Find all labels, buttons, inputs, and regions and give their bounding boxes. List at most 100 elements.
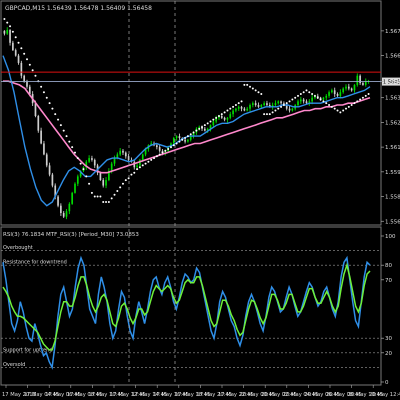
bear-candle (333, 90, 336, 95)
time-axis-label: 17 May 16:45 (153, 392, 189, 398)
rsi-axis: 100 80 70 30 20 0 (381, 234, 396, 386)
bear-candle (178, 136, 181, 138)
psar-dot (277, 107, 280, 110)
psar-dot (189, 133, 192, 136)
bull-candle (189, 136, 192, 140)
bear-candle (60, 205, 62, 214)
psar-dot (17, 41, 20, 44)
psar-dot (169, 146, 172, 149)
psar-dot (90, 191, 93, 194)
bull-candle (356, 75, 359, 85)
bear-candle (359, 75, 361, 84)
psar-dot (322, 100, 325, 103)
rsi-axis-label: 70 (385, 278, 392, 284)
bull-candle (215, 117, 217, 122)
price-axis-label: 1.55830 (385, 195, 400, 201)
time-axis-label: 20 May 00:45 (240, 392, 276, 398)
bear-candle (40, 130, 42, 144)
psar-dot (40, 85, 43, 88)
rsi-axis-label: 80 (385, 263, 392, 269)
time-axis-label: 20 May 06:45 (304, 392, 340, 398)
psar-dot (147, 160, 150, 163)
psar-dot (249, 85, 252, 88)
psar-dot (164, 149, 167, 152)
psar-dot (158, 153, 161, 156)
bull-candle (331, 90, 333, 93)
psar-dot (251, 87, 254, 90)
psar-dot (234, 104, 237, 107)
bull-candle (291, 108, 294, 111)
bull-candle (249, 105, 251, 109)
psar-dot (175, 142, 178, 145)
psar-dot (243, 83, 246, 86)
pink-moving-average (3, 80, 371, 174)
psar-dot (133, 171, 136, 174)
bear-candle (62, 213, 65, 217)
bear-candle (285, 105, 288, 109)
bull-candle (187, 139, 189, 142)
bull-candle (175, 136, 178, 138)
bull-candle (209, 125, 212, 129)
bear-candle (17, 55, 20, 63)
psar-dot (31, 69, 34, 72)
time-axis-label: 17 May 18:45 (175, 392, 211, 398)
bull-candle (116, 154, 119, 159)
price-level-lines: 1.56458 (1, 71, 400, 86)
psar-dot (336, 109, 339, 112)
bull-candle (232, 110, 234, 115)
bear-candle (305, 101, 308, 104)
bear-candle (184, 139, 186, 142)
bull-candle (322, 97, 325, 100)
rsi-green-line (2, 262, 371, 351)
bull-candle (342, 88, 345, 93)
psar-dot (11, 30, 14, 33)
bull-candle (271, 105, 274, 107)
bull-candle (246, 108, 249, 111)
time-axis-label: 17 May 12:45 (110, 392, 146, 398)
bull-candle (308, 101, 311, 104)
psar-dot (285, 102, 288, 105)
bear-candle (37, 116, 40, 131)
psar-dot (319, 98, 322, 101)
bear-candle (223, 117, 226, 120)
price-axis: 1.56735 1.56600 1.56458 1.56370 1.56235 1.561… (381, 29, 400, 225)
psar-dot (99, 195, 102, 198)
psar-dot (246, 83, 249, 86)
time-axis-label: 20 May 04:45 (283, 392, 319, 398)
parabolic-sar-series (3, 17, 370, 204)
rsi-level-label: Oversold (3, 362, 25, 368)
time-axis-label: 17 May 04:45 (24, 392, 60, 398)
psar-dot (294, 96, 297, 99)
bull-candle (251, 103, 254, 106)
bear-candle (3, 30, 6, 34)
rsi-level-lines: Overbought Resistance for downtrend Suppor… (1, 245, 381, 368)
price-axis-label: 1.56235 (385, 120, 400, 126)
psar-dot (192, 131, 195, 134)
bull-candle (110, 163, 113, 171)
psar-dot (297, 94, 300, 97)
price-axis-label: 1.55965 (385, 170, 400, 176)
bull-candle (311, 97, 313, 102)
rsi-blue-line (2, 255, 371, 370)
bear-candle (204, 128, 206, 131)
psar-dot (121, 182, 124, 185)
psar-dot (28, 63, 31, 66)
psar-dot (274, 109, 277, 112)
psar-dot (328, 104, 331, 107)
psar-dot (359, 98, 362, 101)
psar-dot (345, 107, 348, 110)
psar-dot (93, 195, 96, 198)
psar-dot (291, 98, 294, 101)
current-price-marker (382, 77, 400, 86)
psar-dot (350, 104, 353, 107)
price-axis-label: 1.56100 (385, 145, 400, 151)
bear-candle (254, 103, 257, 106)
psar-dot (313, 94, 316, 97)
psar-dot (167, 147, 170, 150)
bull-candle (71, 192, 74, 204)
psar-dot (280, 105, 283, 108)
psar-dot (265, 113, 268, 116)
bull-candle (108, 170, 110, 181)
psar-dot (153, 157, 156, 160)
